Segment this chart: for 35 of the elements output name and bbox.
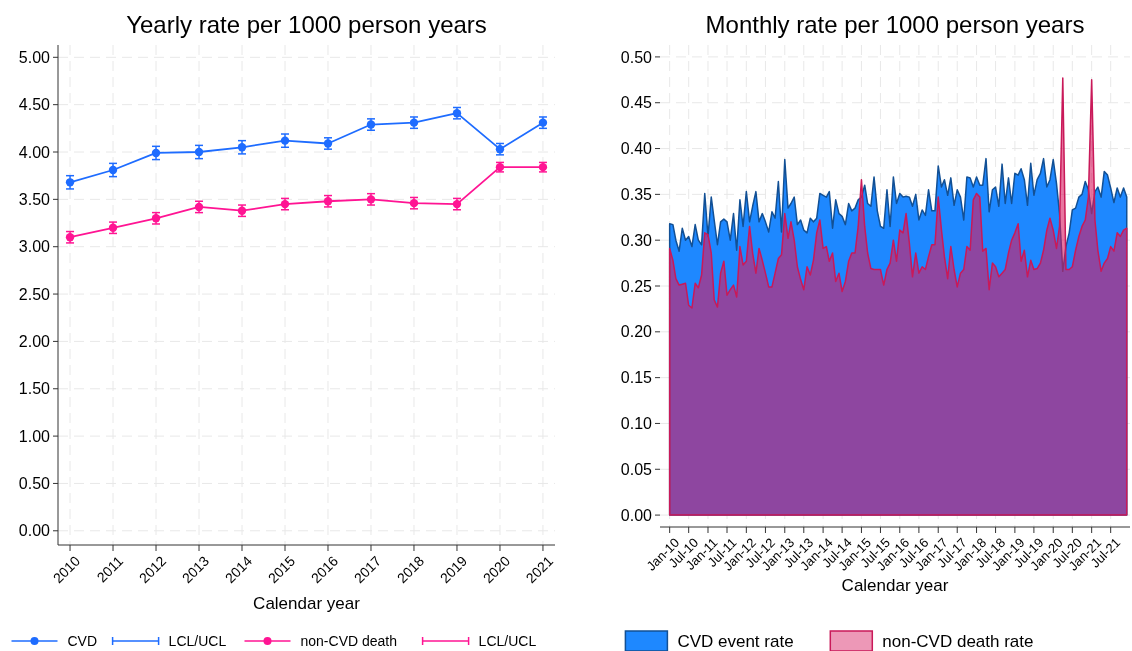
legend-label: non-CVD death bbox=[300, 632, 398, 649]
y-tick-label: 1.50 bbox=[18, 380, 51, 398]
y-tick-label: 0.50 bbox=[18, 475, 51, 493]
y-tick-label: 0.25 bbox=[620, 277, 653, 295]
x-axis-title: Calendar year bbox=[841, 576, 949, 595]
y-tick-label: 0.10 bbox=[620, 415, 653, 433]
y-tick-label: 4.00 bbox=[18, 143, 51, 161]
y-tick-label: 2.00 bbox=[18, 333, 51, 350]
y-tick-label: 1.00 bbox=[18, 427, 51, 445]
x-axis-title: Calendar year bbox=[253, 594, 361, 613]
y-tick-label: 4.50 bbox=[18, 96, 51, 114]
text: LCL/UCL bbox=[478, 632, 537, 649]
y-tick-label: 3.00 bbox=[18, 238, 51, 256]
y-tick-label: 0.40 bbox=[620, 140, 653, 158]
y-tick-label: 5.00 bbox=[18, 48, 51, 66]
point bbox=[65, 178, 75, 187]
chart-title: Yearly rate per 1000 person years bbox=[126, 11, 487, 38]
legend-label: CVD bbox=[67, 632, 98, 649]
y-tick-label: 0.05 bbox=[620, 460, 653, 478]
y-tick-label: 0.30 bbox=[620, 231, 653, 249]
legend-label: non-CVD death rate bbox=[882, 631, 1034, 651]
chart-title: Monthly rate per 1000 person years bbox=[705, 11, 1085, 38]
y-tick-label: 0.35 bbox=[620, 185, 653, 203]
text: LCL/UCL bbox=[168, 632, 227, 649]
point bbox=[237, 143, 247, 152]
y-tick-label: 0.20 bbox=[620, 323, 653, 341]
y-tick-label: 0.50 bbox=[620, 48, 653, 66]
point bbox=[280, 136, 290, 145]
y-tick-label: 0.00 bbox=[620, 506, 653, 524]
y-tick-label: 0.15 bbox=[620, 369, 653, 387]
y-tick-label: 3.50 bbox=[18, 190, 51, 208]
legend-label: CVD event rate bbox=[677, 631, 794, 651]
y-tick-label: 0.00 bbox=[18, 522, 51, 540]
y-tick-label: 2.50 bbox=[18, 285, 51, 303]
y-tick-label: 0.45 bbox=[620, 94, 653, 112]
